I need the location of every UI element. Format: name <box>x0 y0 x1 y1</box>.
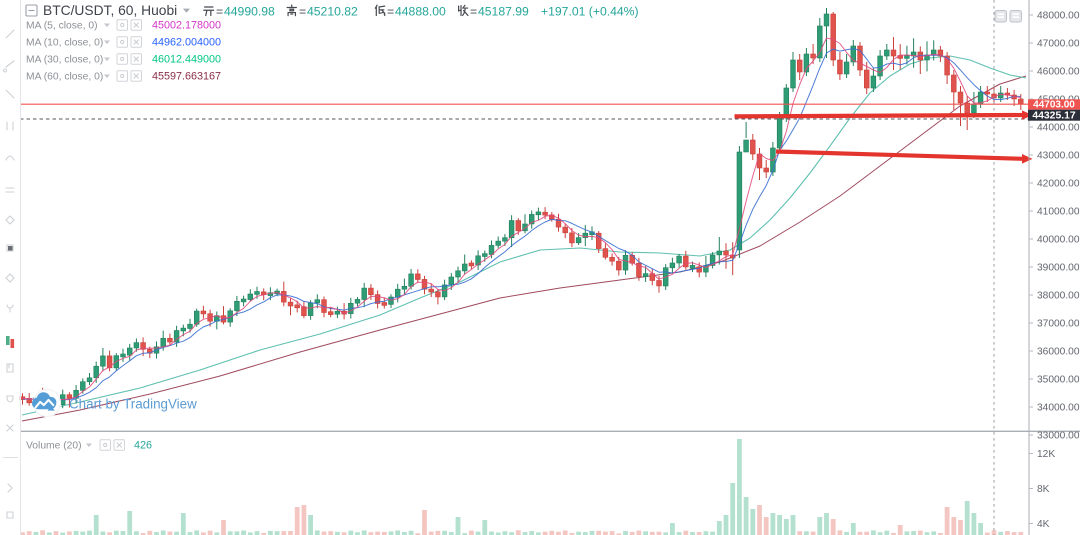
svg-text:45597.663167: 45597.663167 <box>152 71 221 83</box>
svg-text:36000.00: 36000.00 <box>1037 347 1080 358</box>
svg-text:45210.82: 45210.82 <box>307 4 358 18</box>
svg-text:8K: 8K <box>1037 484 1050 495</box>
svg-text:43000.00: 43000.00 <box>1037 151 1080 162</box>
svg-text:44962.004000: 44962.004000 <box>152 37 221 49</box>
svg-text:=: = <box>470 4 477 18</box>
svg-text:46000.00: 46000.00 <box>1037 67 1080 78</box>
svg-text:4K: 4K <box>1037 519 1050 530</box>
svg-text:48000.00: 48000.00 <box>1037 11 1080 22</box>
svg-text:=: = <box>387 4 394 18</box>
svg-text:426: 426 <box>134 440 152 452</box>
svg-text:44325.17: 44325.17 <box>1032 110 1076 121</box>
svg-text:37000.00: 37000.00 <box>1037 319 1080 330</box>
svg-text:+197.01 (+0.44%): +197.01 (+0.44%) <box>541 4 639 18</box>
svg-text:Volume (20): Volume (20) <box>26 441 82 452</box>
svg-text:MA (60, close, 0): MA (60, close, 0) <box>26 72 103 83</box>
svg-text:34000.00: 34000.00 <box>1037 403 1080 414</box>
svg-text:44703.00: 44703.00 <box>1033 100 1075 111</box>
svg-text:41000.00: 41000.00 <box>1037 207 1080 218</box>
svg-text:MA (5, close, 0): MA (5, close, 0) <box>26 21 98 32</box>
svg-text:42000.00: 42000.00 <box>1037 179 1080 190</box>
svg-text:BTC/USDT, 60, Huobi: BTC/USDT, 60, Huobi <box>43 3 177 18</box>
svg-text:45187.99: 45187.99 <box>478 4 529 18</box>
svg-text:44000.00: 44000.00 <box>1037 123 1080 134</box>
svg-text:38000.00: 38000.00 <box>1037 291 1080 302</box>
svg-text:44888.00: 44888.00 <box>395 4 446 18</box>
svg-text:44990.98: 44990.98 <box>224 4 275 18</box>
svg-text:Chart by TradingView: Chart by TradingView <box>69 397 197 412</box>
svg-text:MA (30, close, 0): MA (30, close, 0) <box>26 55 103 66</box>
svg-text:45002.178000: 45002.178000 <box>152 20 221 32</box>
svg-text:40000.00: 40000.00 <box>1037 235 1080 246</box>
svg-text:35000.00: 35000.00 <box>1037 375 1080 386</box>
svg-text:46012.449000: 46012.449000 <box>152 54 221 66</box>
svg-text:=: = <box>216 4 223 18</box>
svg-text:47000.00: 47000.00 <box>1037 39 1080 50</box>
svg-text:33000.00: 33000.00 <box>1037 431 1080 442</box>
svg-text:=: = <box>299 4 306 18</box>
svg-text:39000.00: 39000.00 <box>1037 263 1080 274</box>
svg-text:MA (10, close, 0): MA (10, close, 0) <box>26 38 103 49</box>
svg-text:12K: 12K <box>1037 449 1055 460</box>
